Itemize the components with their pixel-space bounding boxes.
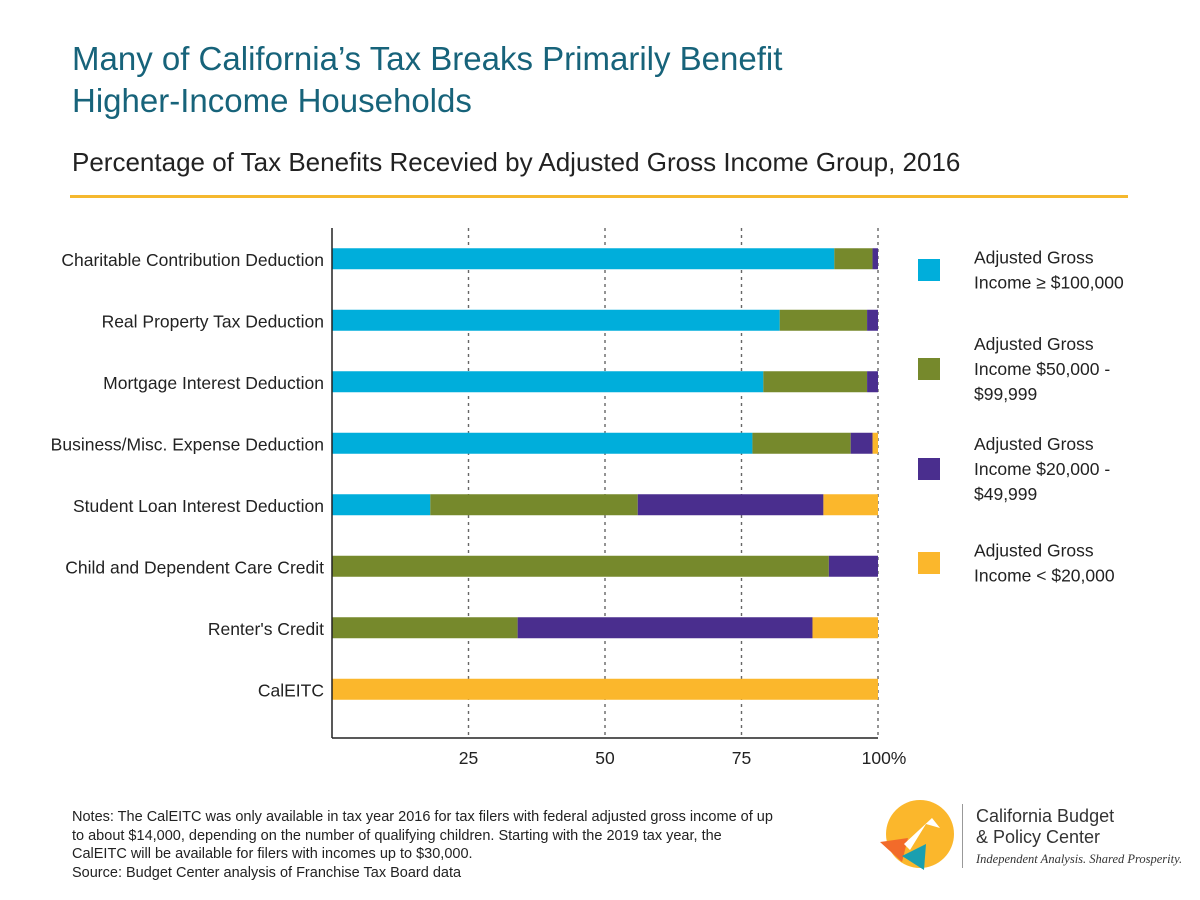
legend-label: Income $20,000 -: [974, 459, 1110, 479]
legend-swatch-4: [918, 552, 940, 574]
bar-6-series-2: [332, 555, 829, 577]
x-tick-label: 25: [459, 748, 478, 768]
category-label: Real Property Tax Deduction: [102, 311, 324, 331]
notes-line-3: CalEITC will be available for filers wit…: [72, 846, 473, 862]
bar-5-series-3: [637, 494, 824, 516]
chart-title-line-2: Higher-Income Households: [72, 82, 472, 119]
bar-5-series-1: [332, 494, 431, 516]
chart-subtitle: Percentage of Tax Benefits Recevied by A…: [72, 147, 961, 177]
legend-swatch-1: [918, 259, 940, 281]
bar-4-series-4: [872, 432, 878, 454]
chart-title: Many of California’s Tax Breaks Primaril…: [72, 38, 1072, 122]
bar-5-series-4: [823, 494, 878, 516]
category-label: Mortgage Interest Deduction: [103, 373, 324, 393]
legend-label: Income $50,000 -: [974, 359, 1110, 379]
logo-orange-shape: [880, 838, 908, 862]
notes-line-2: to about $14,000, depending on the numbe…: [72, 827, 722, 844]
bar-2-series-2: [779, 309, 868, 331]
bar-1-series-1: [332, 248, 835, 270]
bar-7-series-2: [332, 617, 518, 639]
bar-3-series-2: [763, 371, 868, 393]
bar-5-series-2: [430, 494, 638, 516]
bar-1-series-2: [834, 248, 873, 270]
bar-4-series-2: [752, 432, 851, 454]
tick-labels: 25 50 75 100%: [459, 748, 907, 768]
legend-label: Income ≥ $100,000: [974, 273, 1124, 293]
bar-7-series-3: [517, 617, 813, 639]
bar-4-series-1: [332, 432, 753, 454]
notes-line-1: Notes: The CalEITC was only available in…: [72, 809, 773, 825]
category-label: CalEITC: [258, 680, 324, 700]
legend-label: Adjusted Gross: [974, 248, 1094, 268]
x-tick-label: 50: [595, 748, 615, 768]
brand-block: California Budget & Policy Center Indepe…: [976, 806, 1182, 867]
category-label: Business/Misc. Expense Deduction: [51, 434, 324, 454]
legend-label: Adjusted Gross: [974, 541, 1094, 561]
category-label: Child and Dependent Care Credit: [65, 557, 324, 577]
bars: [332, 248, 878, 700]
x-tick-label: 75: [732, 748, 751, 768]
stacked-bar-chart: Charitable Contribution Deduction Real Pr…: [51, 228, 1124, 768]
logo-icon: [880, 800, 954, 870]
bar-3-series-3: [867, 371, 878, 393]
brand-separator: [962, 804, 963, 868]
x-tick-label: 100%: [862, 748, 907, 768]
source-line: Source: Budget Center analysis of Franch…: [72, 864, 462, 881]
legend-label: $99,999: [974, 384, 1037, 404]
legend-swatch-3: [918, 458, 940, 480]
category-label: Renter's Credit: [208, 619, 324, 639]
chart-title-line-1: Many of California’s Tax Breaks Primaril…: [72, 40, 783, 77]
bar-3-series-1: [332, 371, 764, 393]
notes: Notes: The CalEITC was only available in…: [72, 808, 892, 882]
legend-swatch-2: [918, 358, 940, 380]
logo-teal-shape: [902, 844, 926, 870]
brand-tagline: Independent Analysis. Shared Prosperity.: [976, 852, 1183, 866]
bar-2-series-3: [867, 309, 878, 331]
header-divider: [70, 195, 1128, 198]
legend-label: $49,999: [974, 484, 1037, 504]
category-label: Student Loan Interest Deduction: [73, 496, 324, 516]
legend: Adjusted Gross Income ≥ $100,000 Adjusted …: [918, 248, 1124, 586]
brand-name-line-2: & Policy Center: [976, 827, 1101, 847]
category-labels: Charitable Contribution Deduction Real Pr…: [51, 250, 324, 701]
category-label: Charitable Contribution Deduction: [61, 250, 324, 270]
bar-7-series-4: [812, 617, 878, 639]
legend-label: Adjusted Gross: [974, 334, 1094, 354]
legend-label: Income < $20,000: [974, 566, 1115, 586]
bar-6-series-3: [828, 555, 878, 577]
logo-arrow: [904, 818, 940, 850]
axes: [331, 228, 878, 739]
legend-label: Adjusted Gross: [974, 434, 1094, 454]
bar-2-series-1: [332, 309, 780, 331]
gridlines: [467, 228, 879, 738]
bar-1-series-3: [872, 248, 878, 270]
brand-name-line-1: California Budget: [976, 806, 1115, 826]
bar-4-series-3: [850, 432, 873, 454]
bar-8-series-4: [332, 678, 878, 700]
